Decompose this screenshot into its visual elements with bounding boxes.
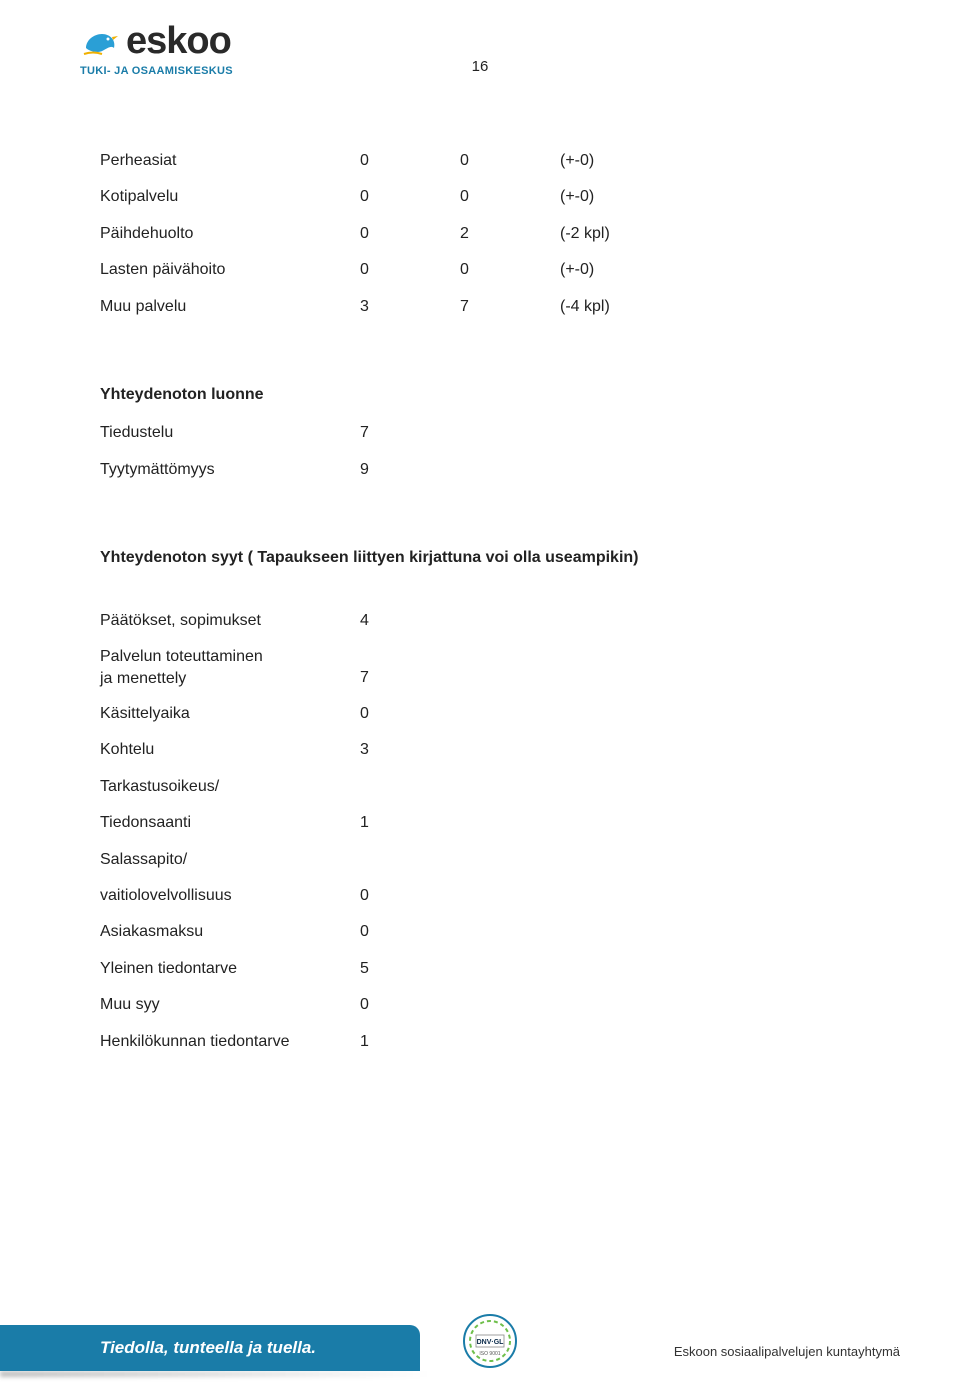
table-row: vaitiolovelvollisuus 0 [100,885,860,907]
row-label: Asiakasmaksu [100,921,360,943]
cert-sub: ISO 9001 [479,1351,500,1357]
row-label: Tarkastusoikeus/ [100,776,360,798]
row-label: Päätökset, sopimukset [100,610,360,632]
row-value: 1 [360,812,420,834]
row-value [360,776,420,798]
tagline: TUKI- JA OSAAMISKESKUS [80,65,233,77]
table-row: Muu syy 0 [100,994,860,1016]
table-row: Henkilökunnan tiedontarve 1 [100,1031,860,1053]
row-v2: 0 [460,186,560,208]
row-v2: 0 [460,259,560,281]
row-label: Perheasiat [100,150,360,172]
row-value: 3 [360,739,420,761]
row-value: 9 [360,459,420,481]
row-label: vaitiolovelvollisuus [100,885,360,907]
row-label: Palvelun toteuttaminen ja menettely [100,646,360,689]
row-label: Kotipalvelu [100,186,360,208]
row-value: 7 [360,422,420,444]
table-row: Päihdehuolto 0 2 (-2 kpl) [100,223,860,245]
section-title: Yhteydenoton syyt ( Tapaukseen liittyen … [100,547,860,569]
table-row: Tyytymättömyys 9 [100,459,860,481]
table-row: Kotipalvelu 0 0 (+-0) [100,186,860,208]
row-value: 1 [360,1031,420,1053]
row-value: 0 [360,994,420,1016]
table-row: Lasten päivähoito 0 0 (+-0) [100,259,860,281]
row-v2: 0 [460,150,560,172]
content: Perheasiat 0 0 (+-0) Kotipalvelu 0 0 (+-… [100,150,860,1067]
header: eskoo TUKI- JA OSAAMISKESKUS [80,20,233,77]
row-label: Tiedustelu [100,422,360,444]
table-row: Yleinen tiedontarve 5 [100,958,860,980]
row-value: 5 [360,958,420,980]
footer-banner-text: Tiedolla, tunteella ja tuella. [100,1338,316,1358]
row-label: Muu syy [100,994,360,1016]
row-v1: 0 [360,186,460,208]
page-number: 16 [472,58,489,75]
row-label: Päihdehuolto [100,223,360,245]
row-label: Lasten päivähoito [100,259,360,281]
row-value [360,849,420,871]
row-label: Yleinen tiedontarve [100,958,360,980]
table-row: Asiakasmaksu 0 [100,921,860,943]
table-row: Kohtelu 3 [100,739,860,761]
logo: eskoo [80,20,233,63]
row-value: 4 [360,610,420,632]
bird-icon [80,22,120,62]
row-v2: 7 [460,296,560,318]
row-label: Kohtelu [100,739,360,761]
row-value: 0 [360,885,420,907]
table-row: Tiedustelu 7 [100,422,860,444]
row-v3: (-4 kpl) [560,296,680,318]
row-value: 7 [360,667,420,689]
cert-label: DNV·GL [477,1339,505,1346]
table-row: Salassapito/ [100,849,860,871]
row-v1: 0 [360,223,460,245]
footer-banner: Tiedolla, tunteella ja tuella. [0,1325,420,1371]
section-title: Yhteydenoton luonne [100,384,860,406]
row-v1: 0 [360,150,460,172]
row-value: 0 [360,703,420,725]
row-v3: (-2 kpl) [560,223,680,245]
row-label: Tyytymättömyys [100,459,360,481]
table-row: Muu palvelu 3 7 (-4 kpl) [100,296,860,318]
footer-org: Eskoon sosiaalipalvelujen kuntayhtymä [674,1344,900,1359]
table-row: Palvelun toteuttaminen ja menettely 7 [100,646,860,689]
row-label: Käsittelyaika [100,703,360,725]
cert-badge-icon: DNV·GL ISO 9001 [460,1311,520,1371]
table-row: Käsittelyaika 0 [100,703,860,725]
row-label: Muu palvelu [100,296,360,318]
row-v1: 0 [360,259,460,281]
table-row: Päätökset, sopimukset 4 [100,610,860,632]
row-v3: (+-0) [560,150,680,172]
footer-shadow [0,1371,430,1377]
brand-text: eskoo [126,20,231,63]
row-v2: 2 [460,223,560,245]
table-row: Tiedonsaanti 1 [100,812,860,834]
row-label: Henkilökunnan tiedontarve [100,1031,360,1053]
footer: Tiedolla, tunteella ja tuella. DNV·GL IS… [0,1309,960,1389]
table-row: Perheasiat 0 0 (+-0) [100,150,860,172]
table-row: Tarkastusoikeus/ [100,776,860,798]
row-v3: (+-0) [560,186,680,208]
row-v1: 3 [360,296,460,318]
row-label: Salassapito/ [100,849,360,871]
row-label: Tiedonsaanti [100,812,360,834]
row-v3: (+-0) [560,259,680,281]
row-value: 0 [360,921,420,943]
